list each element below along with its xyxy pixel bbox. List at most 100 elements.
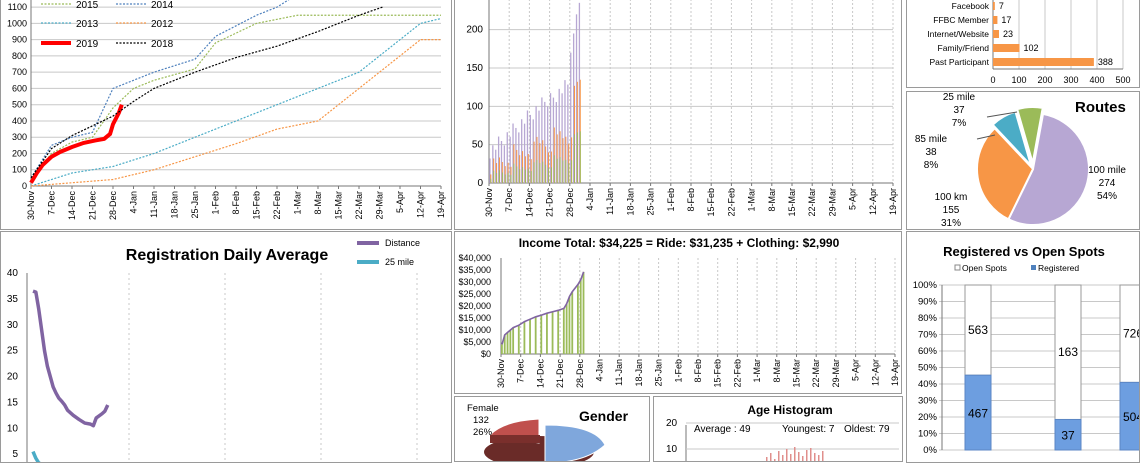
x-tick-label: 15-Mar	[792, 359, 802, 388]
income-bar	[582, 271, 585, 354]
daily-bar-25mile	[496, 173, 498, 183]
daily-bar-25mile	[530, 171, 532, 183]
y-tick-label: 200	[466, 25, 483, 36]
referral-bar	[993, 30, 999, 38]
y-tick-label: 600	[12, 83, 27, 93]
x-tick-label: 15-Feb	[706, 188, 716, 217]
y-tick-label: $20,000	[458, 301, 491, 311]
open-spots-bar	[1054, 284, 1082, 420]
leader-line	[976, 134, 996, 140]
daily-bar-25mile	[571, 160, 573, 183]
income-bar	[551, 311, 554, 354]
x-tick-label: 14-Dec	[524, 188, 534, 218]
x-tick-label: 14-Dec	[535, 359, 545, 389]
income-bar	[509, 330, 512, 354]
y-tick-label: 10%	[918, 429, 938, 440]
daily-bar-total	[518, 132, 520, 183]
daily-bar-total	[503, 145, 506, 183]
age-bar	[818, 455, 820, 461]
y-tick-label: 300	[12, 132, 27, 142]
legend-label-2018: 2018	[151, 39, 174, 50]
referral-bar	[993, 2, 995, 10]
daily-bar-route	[579, 79, 581, 183]
registered-label: 37	[1061, 429, 1075, 443]
pie-label-pct: 26%	[473, 427, 493, 438]
y-tick-label: $5,000	[463, 337, 491, 347]
daily-bar-total	[521, 119, 523, 183]
pie-slice-100-mile	[1007, 112, 1090, 226]
pie-label-name: 85 mile	[915, 134, 948, 145]
daily-bar-total	[526, 110, 529, 183]
y-tick-label: 90%	[918, 297, 938, 308]
daily-bar-total	[497, 136, 500, 183]
daily-bar-25mile	[542, 161, 544, 183]
y-tick-label: $0	[481, 349, 491, 359]
x-tick-label: 11-Jan	[149, 191, 159, 218]
gender-title: Gender	[579, 408, 629, 424]
pie-slice-female-side	[490, 435, 540, 443]
x-tick-label: 5-Apr	[848, 188, 858, 210]
series-line-Distance	[32, 289, 110, 428]
open-spots-label: 563	[968, 323, 988, 337]
age-bar	[790, 454, 792, 461]
age-bar	[778, 451, 780, 461]
y-tick-label: 100	[466, 101, 483, 112]
income-bar	[517, 325, 520, 354]
referral-bar	[993, 58, 1094, 66]
daily-bar-total	[558, 88, 560, 183]
y-tick-label: 400	[12, 116, 27, 126]
legend-swatch-registered	[1031, 265, 1036, 270]
y-tick-label: 25	[7, 346, 19, 357]
x-tick-label: 100	[1011, 75, 1026, 85]
y-tick-label: 150	[466, 63, 483, 74]
daily-bar-total	[512, 123, 514, 183]
x-tick-label: 18-Jan	[170, 191, 180, 219]
income-bar	[540, 315, 543, 354]
series-line-2019	[29, 104, 124, 184]
y-tick-label: 500	[12, 100, 27, 110]
pie-label-name: Female	[467, 403, 499, 414]
x-tick-label: 21-Dec	[555, 359, 565, 389]
daily-bar-25mile	[574, 134, 575, 183]
daily-bar-total	[529, 114, 531, 183]
income-bar	[529, 319, 531, 354]
income-chart: Income Total: $34,225 = Ride: $31,235 + …	[458, 236, 900, 389]
daily-bar-total	[506, 132, 508, 183]
daily-registrations-chart: 0 50 100 150 200 30-Nov 7-Dec 14-Dec 21-Dec 28-De…	[466, 0, 898, 218]
daily-average-chart: Registration Daily Average 5 10 15 20 25 30 35…	[7, 238, 420, 462]
x-tick-label: 11-Jan	[605, 188, 615, 215]
y-tick-label: 0%	[923, 445, 937, 456]
x-tick-label: 4-Jan	[129, 191, 139, 214]
spots-title: Registered vs Open Spots	[943, 244, 1105, 259]
daily-bar-total	[541, 97, 543, 183]
x-tick-label: 22-Feb	[726, 188, 736, 217]
daily-bar-total	[523, 123, 526, 183]
daily-bar-total	[495, 149, 497, 183]
referral-bar	[993, 16, 998, 24]
y-tick-label: 40	[7, 268, 19, 279]
daily-bar-25mile	[493, 170, 495, 183]
age-histogram-panel: Age Histogram Average : 49 Youngest: 7 O…	[653, 396, 903, 462]
x-tick-label: 5-Apr	[851, 359, 861, 381]
x-tick-label: 15-Feb	[713, 359, 723, 388]
y-tick-label: 80%	[918, 313, 938, 324]
open-spots-label: 163	[1058, 345, 1078, 359]
daily-bar-25mile	[507, 172, 509, 183]
pie-slice-male	[544, 424, 606, 461]
daily-bar-total	[492, 145, 494, 183]
x-tick-label: 400	[1089, 75, 1104, 85]
x-tick-label: 21-Dec	[545, 188, 555, 218]
income-bar	[565, 303, 568, 354]
pie-label-pct: 8%	[924, 160, 939, 171]
daily-bar-total	[500, 140, 503, 183]
daily-bar-25mile	[510, 174, 512, 183]
x-tick-label: 500	[1115, 75, 1130, 85]
age-bar	[774, 459, 776, 461]
value-label: 23	[1003, 29, 1013, 39]
x-tick-label: 1-Feb	[211, 191, 221, 215]
y-tick-label: 10	[7, 423, 19, 434]
pie-label-name: 100 mile	[1088, 165, 1126, 176]
x-tick-label: 18-Jan	[625, 188, 635, 216]
x-tick-label: 30-Nov	[484, 188, 494, 218]
